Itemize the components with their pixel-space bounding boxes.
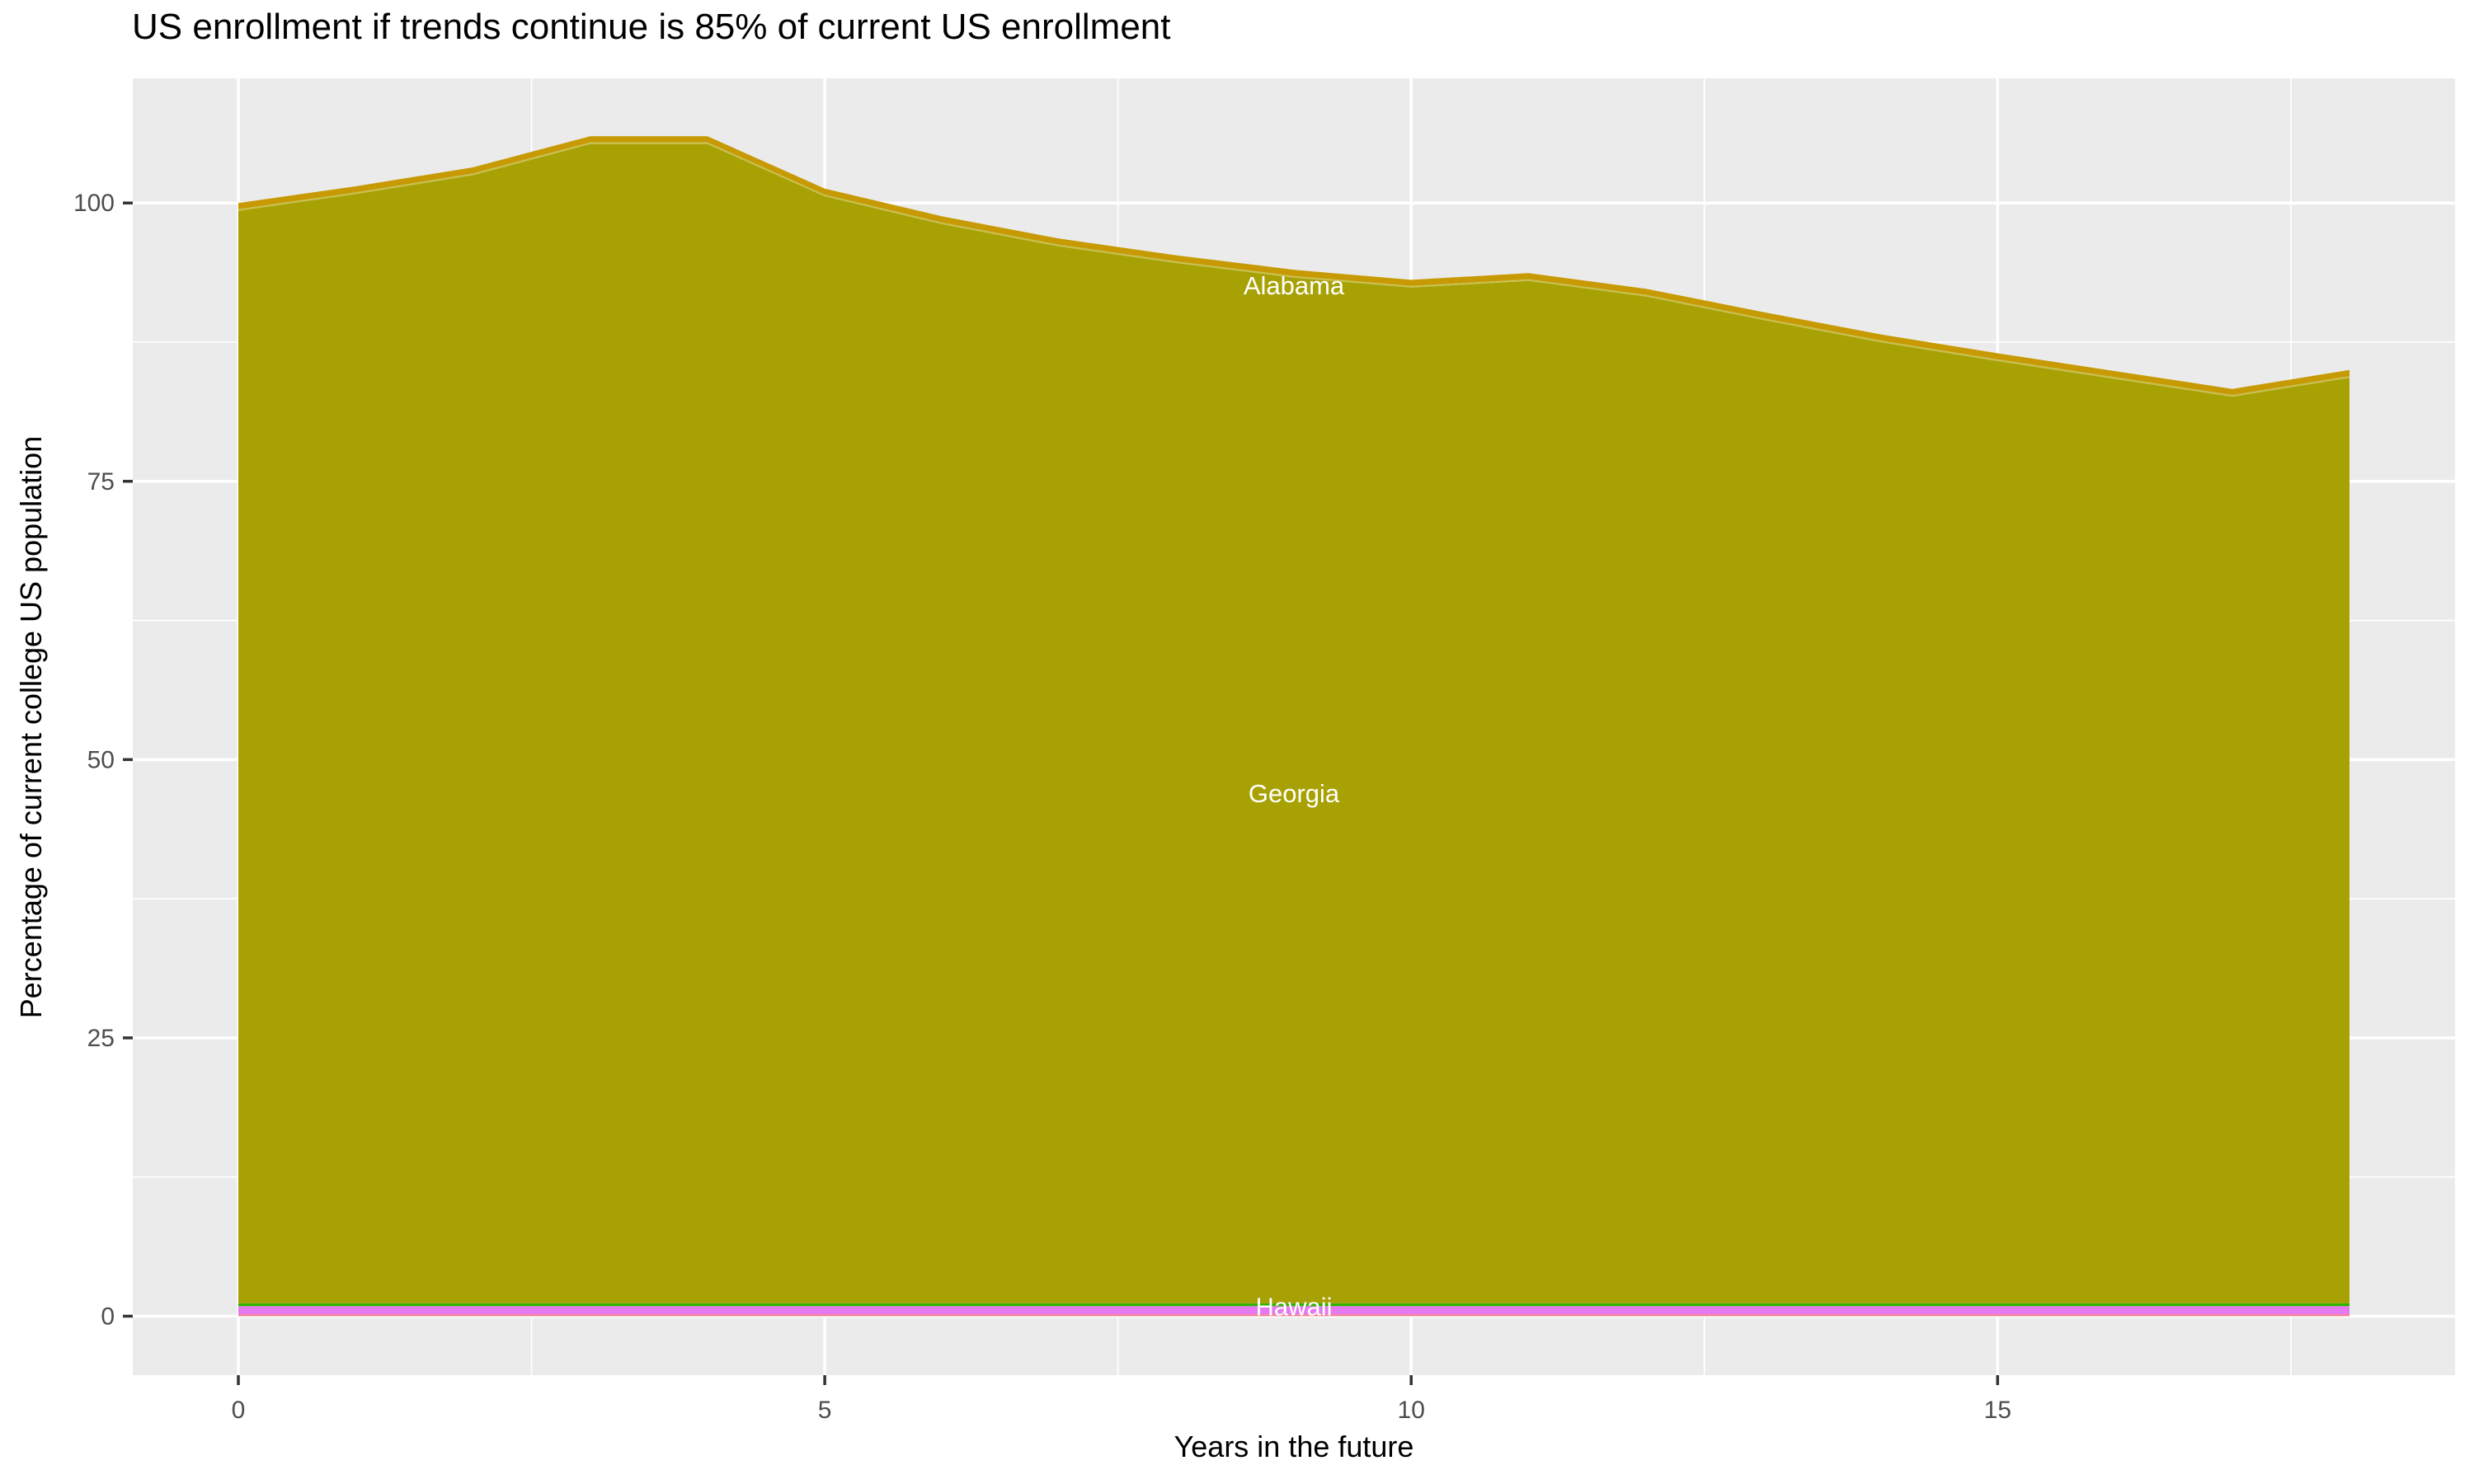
area-label-alabama: Alabama: [1244, 271, 1345, 300]
x-tick-label: 10: [1398, 1397, 1425, 1424]
area-hawaii: [238, 1306, 2349, 1315]
chart-title: US enrollment if trends continue is 85% …: [132, 7, 1171, 47]
area-label-georgia: Georgia: [1249, 779, 1340, 808]
y-tick-label: 50: [87, 746, 115, 773]
x-tick-label: 15: [1984, 1397, 2011, 1424]
area-unlabeled-bottom-band: [238, 1314, 2349, 1317]
area-unlabeled-green-band: [238, 1303, 2349, 1307]
x-axis-title: Years in the future: [1174, 1430, 1414, 1463]
y-tick-label: 100: [73, 190, 115, 217]
x-tick-label: 5: [818, 1397, 832, 1424]
area-georgia: [238, 143, 2349, 1303]
y-tick-label: 75: [87, 468, 115, 495]
y-axis-title: Percentage of current college US populat…: [14, 435, 48, 1019]
y-tick-label: 25: [87, 1025, 115, 1052]
y-tick-label: 0: [101, 1303, 115, 1330]
x-tick-label: 0: [232, 1397, 246, 1424]
area-label-hawaii: Hawaii: [1255, 1292, 1332, 1321]
